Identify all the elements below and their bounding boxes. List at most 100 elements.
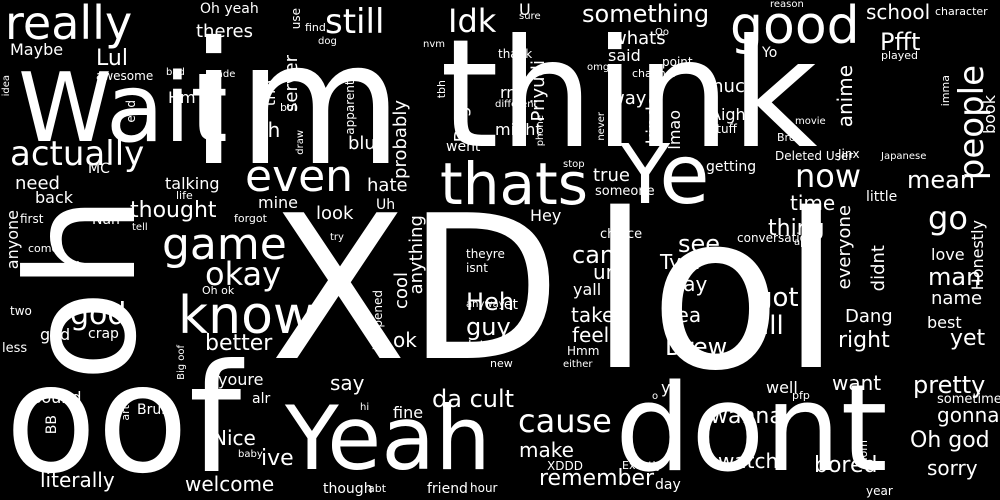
word-watch: watch xyxy=(718,449,779,473)
word-better: better xyxy=(205,331,273,356)
word-oof: oof xyxy=(5,333,242,500)
word-aight: Aight xyxy=(710,105,752,124)
word-bigoof: come xyxy=(28,242,59,255)
word-stop: phone xyxy=(535,115,546,147)
word-art: baby xyxy=(238,449,263,460)
word-app: conversation xyxy=(737,231,815,245)
word-mean: mean xyxy=(907,166,976,194)
word-tbh: went xyxy=(446,139,481,155)
word-everyone: everyone xyxy=(834,205,855,290)
word-eh: Eh xyxy=(255,118,281,142)
word-school: school xyxy=(866,0,931,24)
word-gonna: gonna xyxy=(937,403,1000,427)
word-ye: Ye xyxy=(620,128,710,223)
word-yo: stop xyxy=(563,159,585,170)
word-little: someone xyxy=(595,184,655,199)
word-ya: Bruh xyxy=(137,402,171,418)
word-alr: new xyxy=(490,357,513,370)
word-know: know xyxy=(178,286,316,346)
word-literally: literally xyxy=(40,468,115,492)
word-hi: alr xyxy=(252,391,271,407)
word-two: less xyxy=(2,341,28,356)
word-hate: hate xyxy=(367,175,408,196)
word-channel: point xyxy=(662,55,693,69)
word-omg: Oo xyxy=(655,27,669,38)
word-lol: lol xyxy=(590,167,842,418)
word-wanna: wanna xyxy=(710,404,783,429)
word-forgot: first xyxy=(20,212,44,226)
word-someone: getting xyxy=(706,159,757,175)
word-day: sometimes xyxy=(937,392,1000,407)
word-dont: dont xyxy=(615,360,888,499)
word-hey: well xyxy=(766,378,798,397)
word-doge: Doge xyxy=(451,95,472,143)
word-baby: abt xyxy=(368,482,387,495)
word-awesome: idea xyxy=(1,75,12,97)
word-oo: channel xyxy=(632,67,676,80)
word-pfft: Pfft xyxy=(880,28,921,56)
word-feel: feel xyxy=(572,323,610,347)
word-ohyeah: find xyxy=(305,21,326,34)
word-late: let xyxy=(500,297,518,313)
word-conversation: little xyxy=(866,189,898,205)
word-see: see xyxy=(678,230,721,258)
word-want: want xyxy=(832,371,882,395)
word-even: even xyxy=(245,151,354,202)
word-might: might xyxy=(495,120,542,139)
word-theres: theres xyxy=(196,21,253,42)
word-jinx: Deleted User xyxy=(775,149,854,163)
word-pfp: hi xyxy=(360,402,370,413)
word-love: love xyxy=(931,245,965,264)
word-dang: Dang xyxy=(845,306,893,327)
word-find: dog xyxy=(318,36,337,47)
word-though: hour xyxy=(470,481,498,495)
word-isnt: theyre xyxy=(466,247,505,261)
word-rn: rn xyxy=(500,83,517,102)
word-ok: ok xyxy=(393,328,417,352)
word-make: make xyxy=(519,438,574,462)
word-talk: o xyxy=(652,391,659,402)
word-cant: cant xyxy=(572,241,625,269)
word-never: happened xyxy=(371,290,385,351)
word-use: Oh yeah xyxy=(200,1,259,17)
word-youre: youre xyxy=(218,370,264,389)
word-god: god xyxy=(70,297,127,332)
word-draw: boi xyxy=(280,101,297,114)
word-hmm: anyway xyxy=(466,299,505,310)
word-im: im xyxy=(190,6,403,204)
word-go: go xyxy=(928,199,968,237)
word-ur: ur xyxy=(593,260,614,284)
word-much: much xyxy=(706,76,757,97)
word-sure: U xyxy=(519,0,531,19)
word-nvm: omg xyxy=(587,62,610,73)
word-boi: apparently xyxy=(343,70,357,135)
word-blue: app xyxy=(794,237,813,248)
word-xddd: Exactly xyxy=(622,459,663,472)
word-sometimes: pfp xyxy=(792,389,810,402)
word-best: best xyxy=(927,313,962,332)
word-exactly: day xyxy=(655,477,681,493)
word-think: think xyxy=(440,8,818,182)
word-u: use xyxy=(289,8,303,30)
word-year: mom xyxy=(857,440,870,469)
word-different: reason xyxy=(770,0,804,10)
word-book: book xyxy=(980,95,999,134)
word-nah: Nah xyxy=(92,212,120,228)
word-really: really xyxy=(5,0,133,50)
word-bruh: BB xyxy=(44,415,60,435)
word-thats: thats xyxy=(440,150,589,218)
word-anime: anime xyxy=(833,65,857,128)
word-thought: thought xyxy=(130,198,217,223)
word-idk: Idk xyxy=(448,2,497,40)
word-thank: nvm xyxy=(423,39,445,50)
word-went: different xyxy=(495,99,538,110)
word-tell: forgot xyxy=(234,212,267,225)
word-fine: ya xyxy=(661,378,681,397)
word-thing: thing xyxy=(768,216,825,241)
word-life: MC xyxy=(88,161,110,177)
word-cool: cool xyxy=(391,272,412,309)
word-need: need xyxy=(15,173,60,194)
word-bb: sound xyxy=(33,388,82,407)
word-type: two xyxy=(10,304,32,318)
